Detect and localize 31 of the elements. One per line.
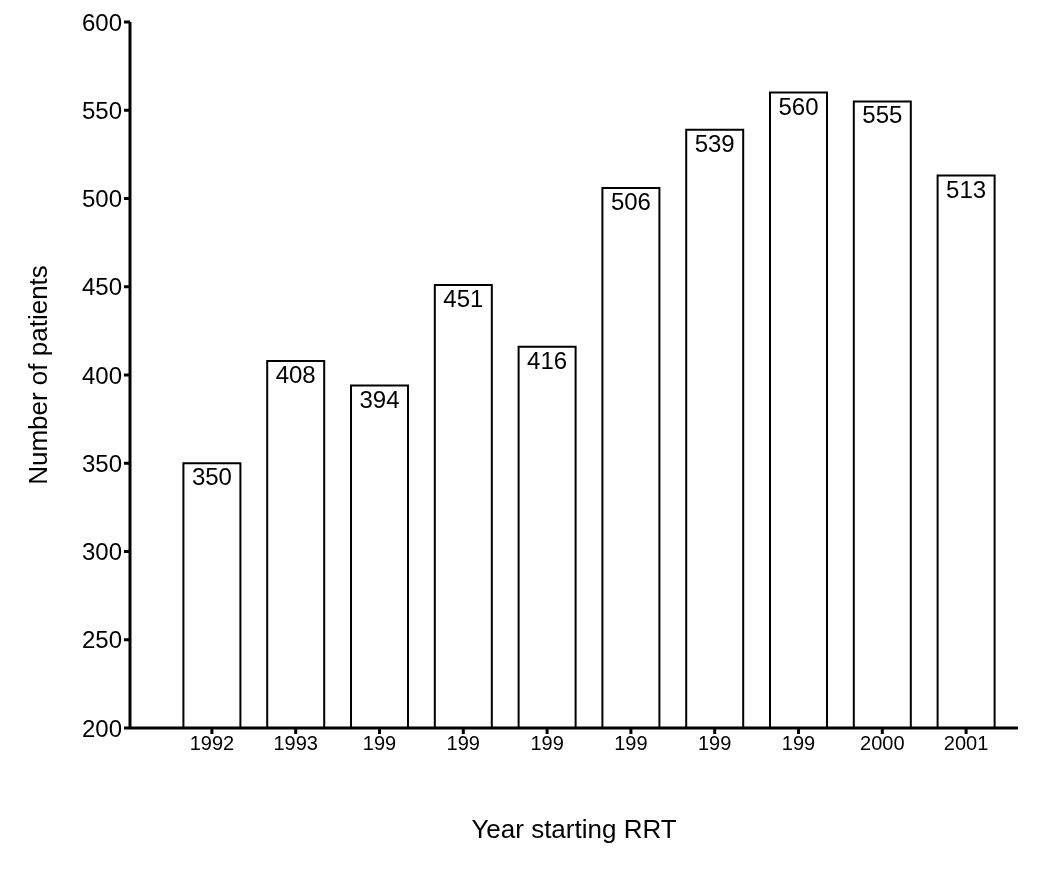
y-tick-label: 250 <box>81 626 122 654</box>
y-tick-label: 400 <box>81 361 122 389</box>
x-tick-label: 2000 <box>860 732 905 755</box>
data-label: 416 <box>527 346 568 374</box>
x-tick-label: 1993 <box>273 732 318 755</box>
x-tick-label: 199 <box>446 732 480 755</box>
x-tick-label: 199 <box>362 732 397 755</box>
data-label: 506 <box>610 187 651 215</box>
x-tick-label: 199 <box>614 732 648 755</box>
x-tick-label: 199 <box>781 732 816 755</box>
y-axis-title: Number of patients <box>23 265 54 485</box>
y-tick-label: 600 <box>81 8 122 36</box>
data-label: 560 <box>778 92 819 120</box>
y-tick-label: 300 <box>81 538 122 566</box>
x-tick-label: 2001 <box>943 732 989 755</box>
data-label: 555 <box>862 101 903 129</box>
y-tick-label: 350 <box>81 449 122 477</box>
data-label: 513 <box>946 175 987 203</box>
data-label: 539 <box>694 129 735 157</box>
y-tick-label: 200 <box>81 714 122 742</box>
x-tick-label: 199 <box>698 732 732 755</box>
x-tick-label: 1992 <box>189 732 235 755</box>
y-tick-label: 550 <box>81 96 122 124</box>
data-label: 350 <box>191 463 232 491</box>
y-tick-label: 500 <box>81 185 122 213</box>
y-tick-label: 450 <box>81 273 122 301</box>
data-label: 394 <box>359 385 400 413</box>
x-tick-label: 199 <box>530 732 564 755</box>
data-label: 451 <box>443 285 484 313</box>
data-label: 408 <box>275 360 316 388</box>
x-axis-title: Year starting RRT <box>471 814 677 844</box>
